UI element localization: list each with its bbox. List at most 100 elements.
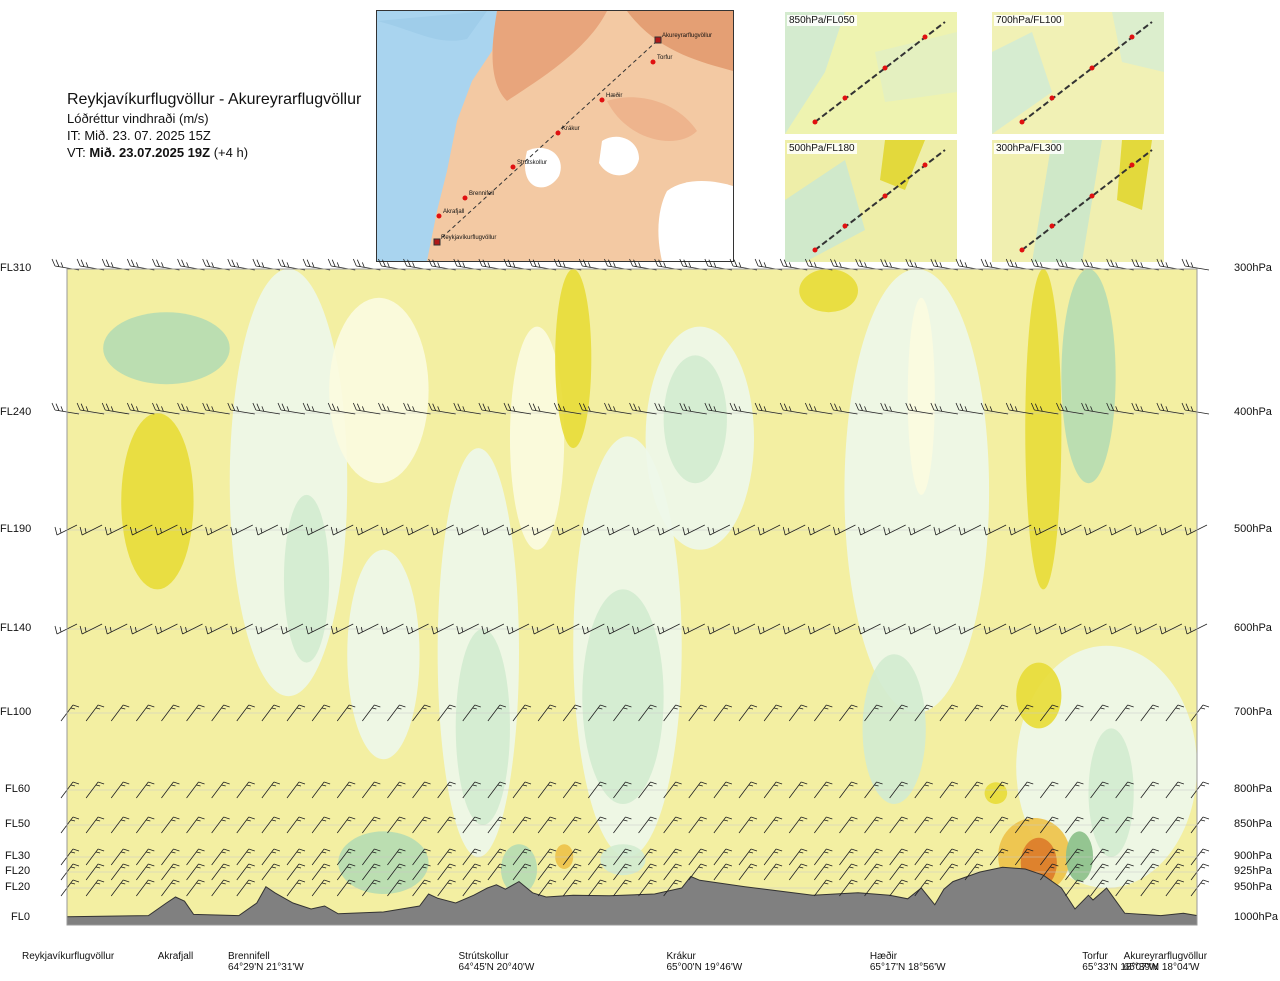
wind-barb (186, 863, 205, 881)
wind-barb (682, 623, 705, 635)
wind-barb (362, 781, 381, 799)
wind-barb (1159, 623, 1183, 635)
wind-barb (512, 816, 532, 834)
route-point-label: Hæðir (606, 92, 622, 99)
wind-barb (51, 258, 80, 271)
wind-barb (663, 704, 682, 722)
wind-barb (588, 863, 607, 881)
wind-barb (889, 704, 908, 722)
wind-barb (161, 863, 180, 881)
wind-barb (1040, 863, 1059, 881)
wind-barb (211, 704, 230, 722)
wind-barb (833, 623, 856, 635)
wind-barb (757, 524, 781, 536)
velocity-cell (329, 297, 429, 484)
wind-barb (1084, 623, 1107, 635)
wind-barb (1131, 402, 1159, 415)
wind-barb (462, 781, 481, 799)
wind-barb (905, 402, 933, 415)
wind-barb (437, 781, 456, 799)
wind-barb (478, 258, 506, 271)
wind-barb (79, 524, 103, 536)
route-point-marker (436, 213, 442, 219)
route-point-marker (510, 164, 516, 170)
wind-barb (537, 816, 557, 834)
wind-barb (1065, 704, 1084, 722)
wind-barb (255, 623, 279, 635)
wind-barb (101, 258, 130, 271)
wind-barb (1140, 704, 1159, 722)
wind-barb (537, 848, 557, 866)
wind-barb (1065, 879, 1084, 897)
wind-barb (1084, 524, 1107, 536)
wind-barb (679, 402, 707, 415)
wind-barb (588, 816, 607, 834)
mini-map-850-svg (785, 12, 957, 134)
wind-barb (914, 848, 933, 866)
wind-barb (983, 623, 1007, 635)
wind-barb (989, 848, 1009, 866)
wind-barb (311, 816, 331, 834)
wind-barb (980, 258, 1009, 271)
wind-barb (763, 816, 783, 834)
wind-barb (604, 402, 632, 415)
wind-barb (236, 879, 255, 897)
wind-barb (352, 402, 381, 415)
wind-barb (85, 879, 105, 897)
wind-barb (562, 879, 582, 897)
pressure-label: 600hPa (1234, 622, 1272, 634)
wind-barb (412, 848, 431, 866)
wind-barb (553, 258, 582, 271)
wind-barb (1134, 524, 1157, 536)
wind-barb (1008, 524, 1032, 536)
wind-barb (431, 524, 454, 536)
velocity-cell (455, 629, 510, 825)
velocity-cell (103, 312, 230, 385)
wind-barb (1033, 524, 1057, 536)
wind-barb (286, 848, 306, 866)
title-block: Reykjavíkurflugvöllur - Akureyrarflugvöl… (67, 90, 361, 161)
wind-barb (880, 402, 908, 415)
wind-barb (227, 402, 255, 415)
wind-barb (378, 402, 406, 415)
wind-barb (864, 879, 883, 897)
wind-barb (487, 704, 507, 722)
wind-barb (311, 704, 331, 722)
wind-barb (864, 781, 883, 799)
mini-map-500: 500hPa/FL180 (785, 140, 957, 262)
wind-barb (939, 704, 959, 722)
wind-barb (227, 258, 255, 271)
wind-barb (1109, 524, 1132, 536)
station-label: Akureyrarflugvöllur 65°39'N 18°04'W (1124, 951, 1207, 973)
wind-barb (782, 623, 806, 635)
wind-barb (839, 879, 858, 897)
wind-barb (1090, 781, 1109, 799)
wind-barb (578, 402, 607, 415)
wind-barb (804, 402, 833, 415)
wind-barb (757, 623, 781, 635)
wind-barb (1081, 402, 1109, 415)
route-map: Reykjavíkurflugvöllur Akrafjall Brennifell… (376, 10, 734, 262)
wind-barb (1165, 816, 1185, 834)
wind-barb (1090, 704, 1109, 722)
wind-barb (302, 402, 331, 415)
wind-barb (136, 816, 155, 834)
mini-map-label: 300hPa/FL300 (994, 143, 1064, 154)
wind-barb (387, 781, 406, 799)
wind-barb (506, 623, 530, 635)
wind-barb (889, 816, 908, 834)
wind-barb (607, 623, 630, 635)
wind-barb (487, 816, 507, 834)
wind-barb (556, 623, 580, 635)
wind-barb (311, 863, 331, 881)
wind-barb (177, 402, 205, 415)
wind-barb (101, 402, 130, 415)
wind-barb (1033, 623, 1057, 635)
wind-barb (1156, 258, 1184, 271)
wind-barb (1056, 258, 1084, 271)
wind-barb (663, 816, 682, 834)
wind-barb (286, 863, 306, 881)
wind-barb (964, 781, 984, 799)
wind-barb (754, 258, 783, 271)
wind-barb (964, 816, 984, 834)
